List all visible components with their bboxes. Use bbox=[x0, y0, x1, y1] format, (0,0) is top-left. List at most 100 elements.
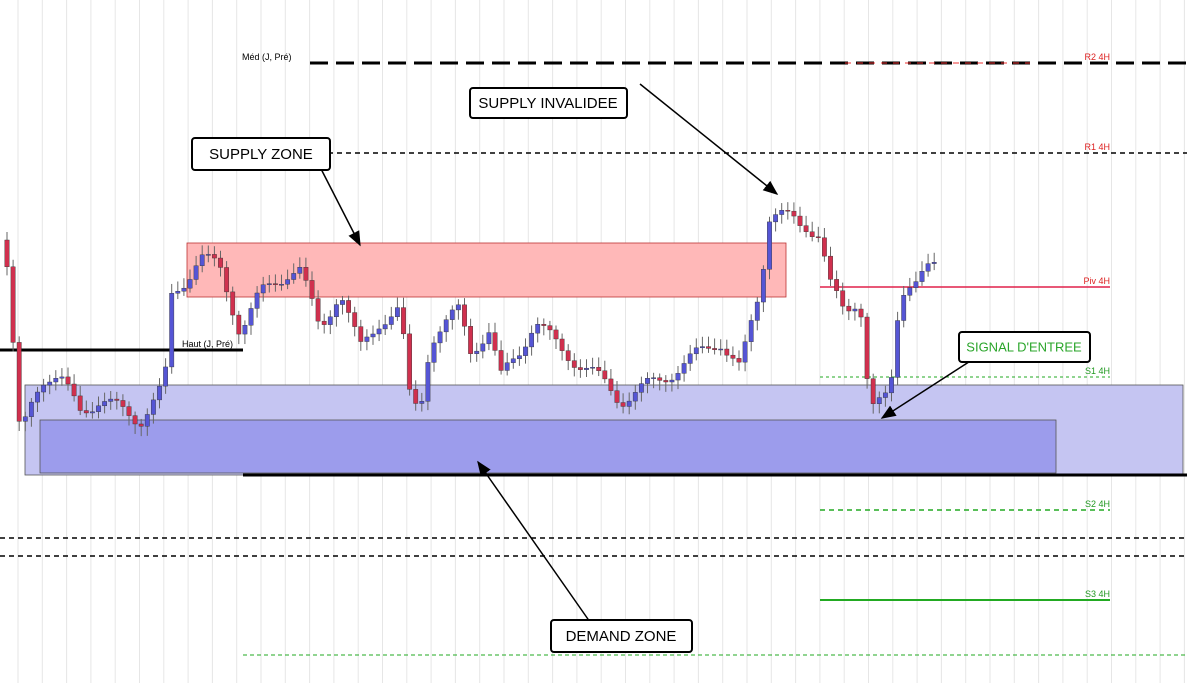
candle bbox=[590, 367, 596, 369]
level-label: R2 4H bbox=[1084, 52, 1110, 62]
candle bbox=[71, 383, 77, 397]
candle bbox=[553, 329, 559, 340]
candle bbox=[754, 301, 760, 321]
candle bbox=[297, 267, 303, 274]
candle bbox=[77, 395, 83, 411]
candle bbox=[791, 210, 797, 217]
annotation-text: SUPPLY ZONE bbox=[209, 146, 313, 163]
candle bbox=[388, 316, 394, 325]
candle bbox=[431, 342, 437, 363]
candle bbox=[462, 304, 467, 327]
candle bbox=[150, 399, 156, 415]
candle bbox=[114, 398, 120, 401]
candle bbox=[321, 320, 327, 325]
candle bbox=[273, 283, 278, 285]
candle bbox=[864, 316, 870, 379]
candle bbox=[724, 348, 730, 356]
candle bbox=[205, 254, 211, 256]
candle bbox=[47, 381, 53, 386]
candle bbox=[535, 324, 541, 334]
candle bbox=[108, 398, 114, 402]
candle bbox=[663, 380, 669, 383]
candle bbox=[901, 295, 907, 321]
annotation: SUPPLY INVALIDEE bbox=[469, 87, 628, 119]
candle bbox=[163, 366, 168, 387]
candle bbox=[279, 284, 284, 286]
candle bbox=[486, 332, 492, 345]
candle bbox=[785, 210, 791, 212]
candle bbox=[120, 400, 126, 407]
candle bbox=[419, 401, 425, 404]
candle bbox=[718, 348, 724, 351]
candle bbox=[504, 362, 510, 371]
candle bbox=[492, 332, 498, 351]
candle bbox=[59, 376, 65, 379]
candle bbox=[102, 401, 108, 407]
candle bbox=[242, 325, 248, 335]
candle bbox=[449, 309, 455, 320]
candle bbox=[510, 358, 516, 363]
candle bbox=[578, 367, 583, 370]
candle bbox=[169, 293, 175, 368]
candle bbox=[913, 281, 919, 288]
candle bbox=[773, 214, 779, 223]
level-label: Méd (J, Pré) bbox=[242, 52, 292, 62]
candle bbox=[334, 304, 339, 318]
candle bbox=[614, 390, 620, 403]
candle bbox=[22, 416, 28, 422]
candle bbox=[639, 383, 644, 393]
candle bbox=[632, 392, 638, 402]
candle bbox=[10, 266, 16, 343]
candle bbox=[285, 279, 290, 285]
candle bbox=[29, 401, 34, 417]
annotation-text: DEMAND ZONE bbox=[566, 628, 677, 645]
annotation-text: SUPPLY INVALIDEE bbox=[478, 95, 617, 112]
candle bbox=[144, 414, 150, 427]
candle bbox=[401, 307, 406, 335]
candle bbox=[529, 332, 535, 348]
candle bbox=[65, 376, 71, 385]
arrow bbox=[880, 357, 976, 419]
candle bbox=[364, 336, 370, 342]
candle bbox=[767, 221, 772, 270]
candle bbox=[681, 363, 687, 374]
candle bbox=[803, 225, 809, 232]
candle bbox=[797, 215, 803, 226]
candle bbox=[651, 377, 657, 379]
candle bbox=[425, 362, 431, 402]
candle bbox=[852, 308, 858, 312]
candle bbox=[700, 346, 705, 349]
candle bbox=[248, 308, 254, 326]
candle bbox=[498, 350, 504, 371]
candle bbox=[742, 341, 748, 363]
candle bbox=[870, 378, 876, 404]
candle bbox=[236, 314, 242, 335]
annotation: SIGNAL D'ENTREE bbox=[958, 331, 1091, 363]
candle bbox=[218, 257, 223, 268]
candle bbox=[352, 312, 358, 327]
demand-zone-inner bbox=[39, 419, 1057, 474]
candle bbox=[858, 308, 864, 318]
candle bbox=[346, 300, 351, 313]
candle bbox=[779, 210, 785, 215]
candle bbox=[834, 279, 840, 291]
candle bbox=[602, 370, 608, 380]
candle bbox=[883, 392, 888, 398]
candle bbox=[815, 236, 821, 238]
level-label: Haut (J, Pré) bbox=[182, 339, 233, 349]
candle bbox=[822, 237, 827, 257]
candle bbox=[608, 378, 614, 391]
candle bbox=[407, 333, 412, 390]
candle bbox=[657, 377, 663, 381]
level-label: Piv 4H bbox=[1083, 276, 1110, 286]
candle bbox=[840, 290, 846, 307]
candle bbox=[468, 326, 473, 354]
candle bbox=[846, 305, 852, 312]
candle bbox=[517, 355, 522, 360]
candle bbox=[230, 291, 236, 316]
candle bbox=[669, 379, 675, 383]
candle bbox=[266, 283, 272, 285]
candle bbox=[376, 328, 382, 335]
candle bbox=[4, 239, 10, 268]
